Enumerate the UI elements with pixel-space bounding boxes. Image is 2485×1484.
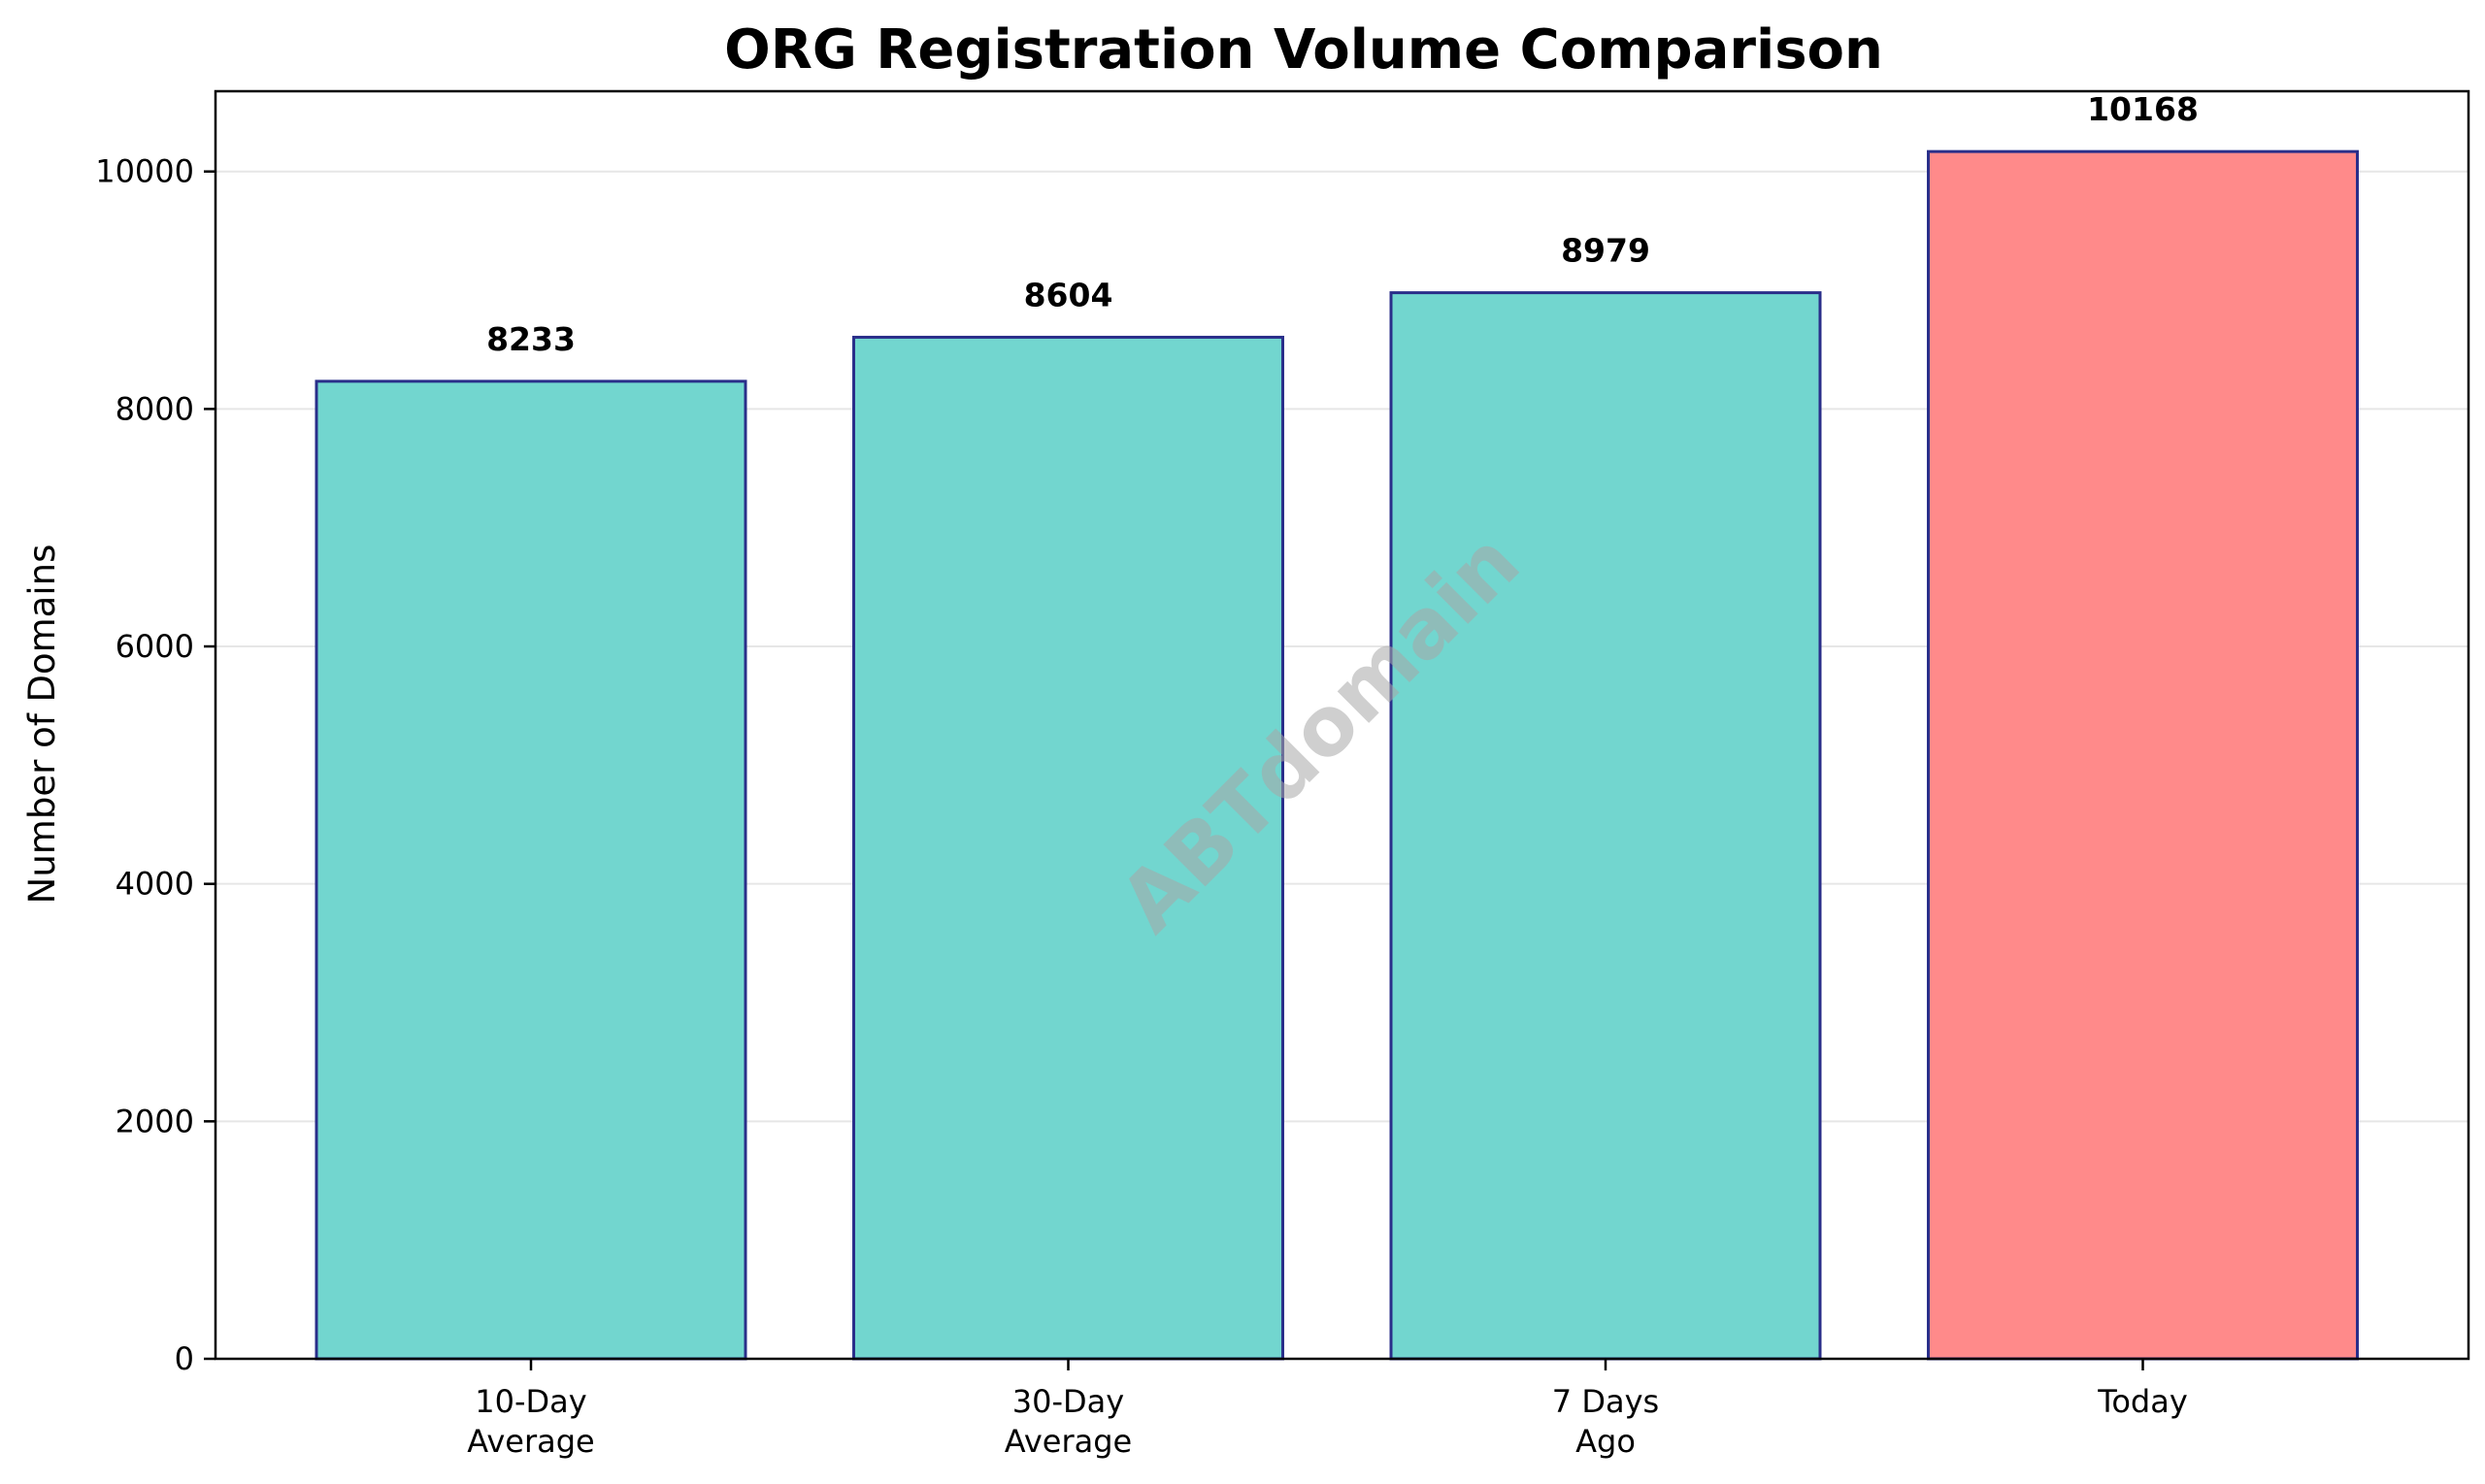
y-tick-label-6000: 6000 (116, 628, 194, 665)
bars (315, 149, 2359, 1361)
plot-area-frame (214, 89, 2470, 1361)
y-axis-label: Number of Domains (21, 544, 63, 905)
chart-title: ORG Registration Volume Comparison (724, 18, 1883, 82)
bar-4 (1927, 149, 2359, 1361)
data-label-2: 8604 (1024, 276, 1113, 313)
x-tick-label-4: Today (2097, 1383, 2188, 1420)
y-ticks: 0 2000 4000 6000 8000 10000 (95, 153, 215, 1377)
bar-1 (315, 379, 747, 1361)
data-label-4: 10168 (2087, 90, 2199, 128)
y-tick-label-2000: 2000 (116, 1103, 194, 1139)
bar-2 (852, 335, 1284, 1361)
y-tick-label-0: 0 (175, 1340, 194, 1377)
data-label-3: 8979 (1561, 232, 1650, 270)
bar-3 (1389, 291, 1822, 1361)
data-labels: 8233 8604 8979 10168 (486, 90, 2199, 358)
x-tick-label-3: 7 Days Ago (1552, 1383, 1659, 1460)
data-label-1: 8233 (486, 320, 576, 358)
y-tick-label-4000: 4000 (116, 866, 194, 903)
y-tick-label-8000: 8000 (116, 390, 194, 427)
x-ticks: 10-Day Average 30-Day Average 7 Days Ago Today (467, 1359, 2188, 1460)
x-tick-label-1: 10-Day Average (467, 1383, 594, 1460)
x-tick-label-2: 30-Day Average (1005, 1383, 1132, 1460)
y-tick-label-10000: 10000 (95, 153, 194, 190)
